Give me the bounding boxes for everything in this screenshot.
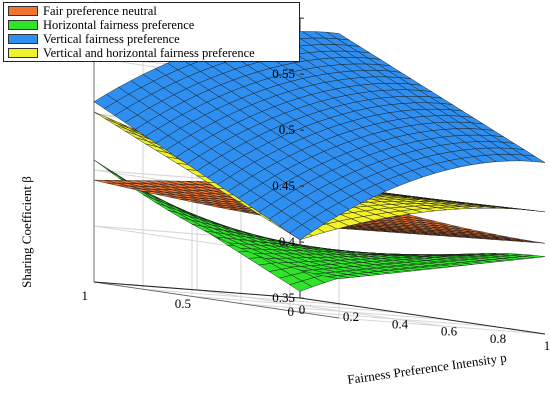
- z-axis-label: Sharing Coefficient β: [19, 176, 34, 288]
- legend-swatch-neutral: [8, 6, 38, 16]
- x-tick-label: 1: [544, 338, 550, 353]
- axis-line: [299, 297, 546, 335]
- legend-item: Vertical and horizontal fairness prefere…: [4, 46, 299, 60]
- surfaces: [93, 31, 546, 292]
- axis-line: [93, 281, 301, 299]
- y-tick-label: 0.5: [175, 296, 191, 311]
- legend: Fair preference neutral Horizontal fairn…: [3, 2, 300, 62]
- surface-cell: [93, 179, 117, 184]
- z-tick-label: 0.35: [272, 290, 295, 305]
- x-axis-label: Fairness Preference Intensity p: [346, 350, 507, 387]
- legend-item: Vertical fairness preference: [4, 32, 299, 46]
- surface-cell: [93, 94, 118, 109]
- z-tick-label: 0.5: [279, 122, 295, 137]
- legend-swatch-vertical-horizontal: [8, 48, 38, 58]
- y-tick-label: 0: [288, 304, 295, 319]
- legend-label: Horizontal fairness preference: [43, 18, 195, 32]
- grid-line: [196, 289, 443, 327]
- surface-2: [93, 159, 546, 292]
- z-tick-label: 0.4: [279, 234, 296, 249]
- surface-3: [93, 31, 546, 241]
- y-tick-label: 1: [82, 288, 89, 303]
- axis-line: [93, 281, 340, 319]
- legend-item: Horizontal fairness preference: [4, 18, 299, 32]
- x-tick-label: 0.2: [343, 309, 359, 324]
- surface-cell: [93, 159, 117, 176]
- x-tick-label: 0.8: [490, 331, 506, 346]
- legend-label: Fair preference neutral: [43, 4, 157, 18]
- x-tick-label: 0: [299, 302, 306, 317]
- legend-label: Vertical fairness preference: [43, 32, 180, 46]
- surface-cell: [93, 111, 117, 124]
- legend-swatch-vertical: [8, 34, 38, 44]
- x-tick-label: 0.4: [392, 316, 409, 331]
- legend-label: Vertical and horizontal fairness prefere…: [43, 46, 255, 60]
- legend-item: Fair preference neutral: [4, 4, 299, 18]
- z-tick-label: 0.55: [272, 66, 295, 81]
- z-tick-label: 0.45: [272, 178, 295, 193]
- legend-swatch-horizontal: [8, 20, 38, 30]
- x-tick-label: 0.6: [441, 324, 458, 339]
